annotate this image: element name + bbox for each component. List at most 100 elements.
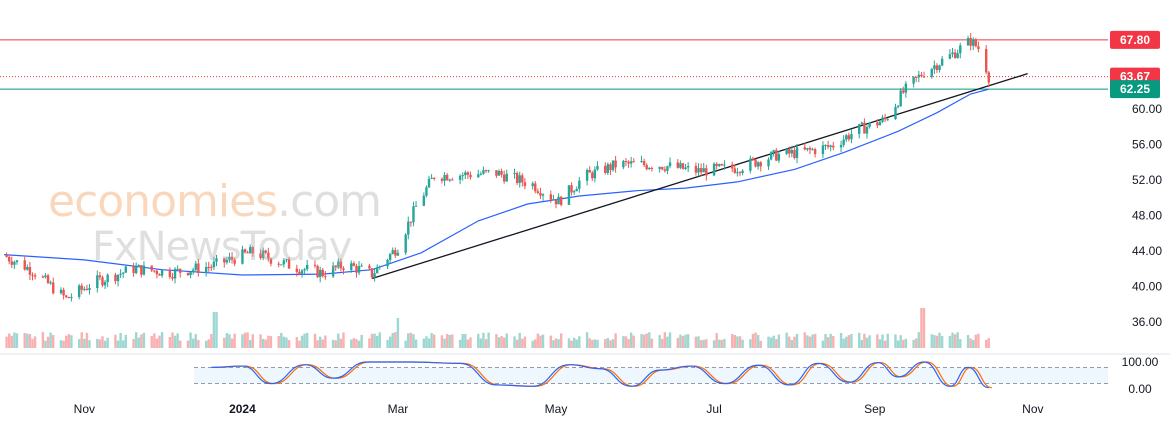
volume-bar (627, 339, 630, 348)
ma-line (3, 88, 989, 276)
candle-body (88, 288, 91, 290)
volume-bar (368, 338, 371, 348)
candle-body (31, 274, 34, 276)
x-tick-label: Sep (864, 402, 886, 416)
volume-bar (806, 335, 809, 348)
candle-body (318, 269, 322, 278)
candle-body (790, 150, 794, 154)
volume-bar (570, 340, 573, 348)
support-label-bg (1110, 80, 1160, 99)
volume-bar (46, 336, 50, 348)
candle-body (461, 175, 464, 177)
candle-body (668, 162, 672, 167)
volume-bar (502, 337, 506, 348)
volume-bar (624, 336, 628, 348)
candle-body (930, 68, 933, 77)
volume-bar (736, 336, 739, 348)
volume-bar (101, 336, 104, 348)
volume-bar (134, 332, 138, 348)
candle-body (585, 169, 589, 181)
volume-bar (479, 338, 483, 348)
candle-body (155, 270, 159, 275)
candle-body (878, 121, 882, 126)
volume-bar (324, 335, 327, 348)
volume-bar (33, 336, 37, 348)
x-tick-label: Nov (74, 402, 95, 416)
candle-body (487, 170, 490, 172)
volume-bar (959, 339, 962, 348)
candle-body (269, 258, 273, 264)
candle-body (502, 174, 506, 182)
y-tick-label: 40.00 (1132, 280, 1162, 294)
candle-body (122, 272, 125, 274)
volume-bar (173, 335, 177, 348)
volume-bar (749, 339, 752, 348)
candle-body (505, 173, 508, 182)
candle-body (277, 263, 280, 265)
volume-bar (67, 334, 70, 348)
candle-body (409, 221, 413, 223)
candle-body (549, 194, 553, 200)
candle-body (194, 263, 197, 270)
volume-bar (171, 332, 174, 348)
candle-body (306, 264, 309, 270)
candle-body (368, 265, 371, 269)
volume-bar (375, 335, 379, 348)
volume-bar (259, 334, 262, 348)
volume-bar (150, 336, 153, 348)
candle-body (959, 45, 962, 54)
volume-bar (300, 335, 304, 348)
candle-body (567, 185, 571, 205)
candle-body (464, 172, 467, 176)
volume-bar (772, 335, 775, 348)
candle-body (883, 117, 887, 120)
candle-body (233, 259, 236, 264)
volume-bar (775, 339, 778, 348)
volume-bar (505, 333, 508, 348)
volume-bar (448, 334, 451, 348)
candle-body (769, 152, 773, 160)
volume-bar (277, 335, 280, 348)
candle-body (974, 39, 978, 47)
volume-bar (191, 338, 195, 348)
volume-bar (23, 332, 26, 348)
volume-bar (567, 338, 571, 348)
volume-bar (896, 340, 900, 348)
volume-bar (521, 338, 524, 348)
candle-body (839, 144, 843, 148)
candle-body (650, 167, 654, 169)
candle-body (482, 170, 485, 174)
volume-bar (44, 340, 47, 348)
candle-body (552, 199, 555, 201)
volume-bar (912, 339, 915, 348)
volume-bar (881, 334, 884, 348)
candle-body (966, 38, 970, 46)
candle-body (466, 172, 470, 175)
candle-body (285, 259, 288, 261)
candle-body (5, 255, 8, 257)
support-label: 62.25 (1120, 82, 1150, 96)
volume-bar (59, 340, 63, 348)
candle-body (899, 90, 902, 107)
candle-body (515, 172, 519, 183)
volume-bar (860, 340, 864, 348)
candle-body (451, 179, 454, 181)
volume-bar (251, 334, 254, 348)
volume-bar (282, 336, 286, 348)
candle-body (267, 252, 270, 259)
candle-body (578, 180, 581, 190)
candle-body (98, 275, 102, 278)
candle-body (736, 172, 739, 174)
candle-body (611, 160, 615, 171)
candle-body (204, 266, 208, 273)
candle-body (785, 148, 788, 154)
volume-bar (850, 333, 853, 348)
candle-body (119, 273, 122, 275)
volume-bar (137, 337, 140, 348)
volume-bar (331, 339, 335, 348)
candle-body (158, 274, 161, 276)
volume-bar (5, 336, 8, 348)
candle-body (7, 256, 11, 262)
